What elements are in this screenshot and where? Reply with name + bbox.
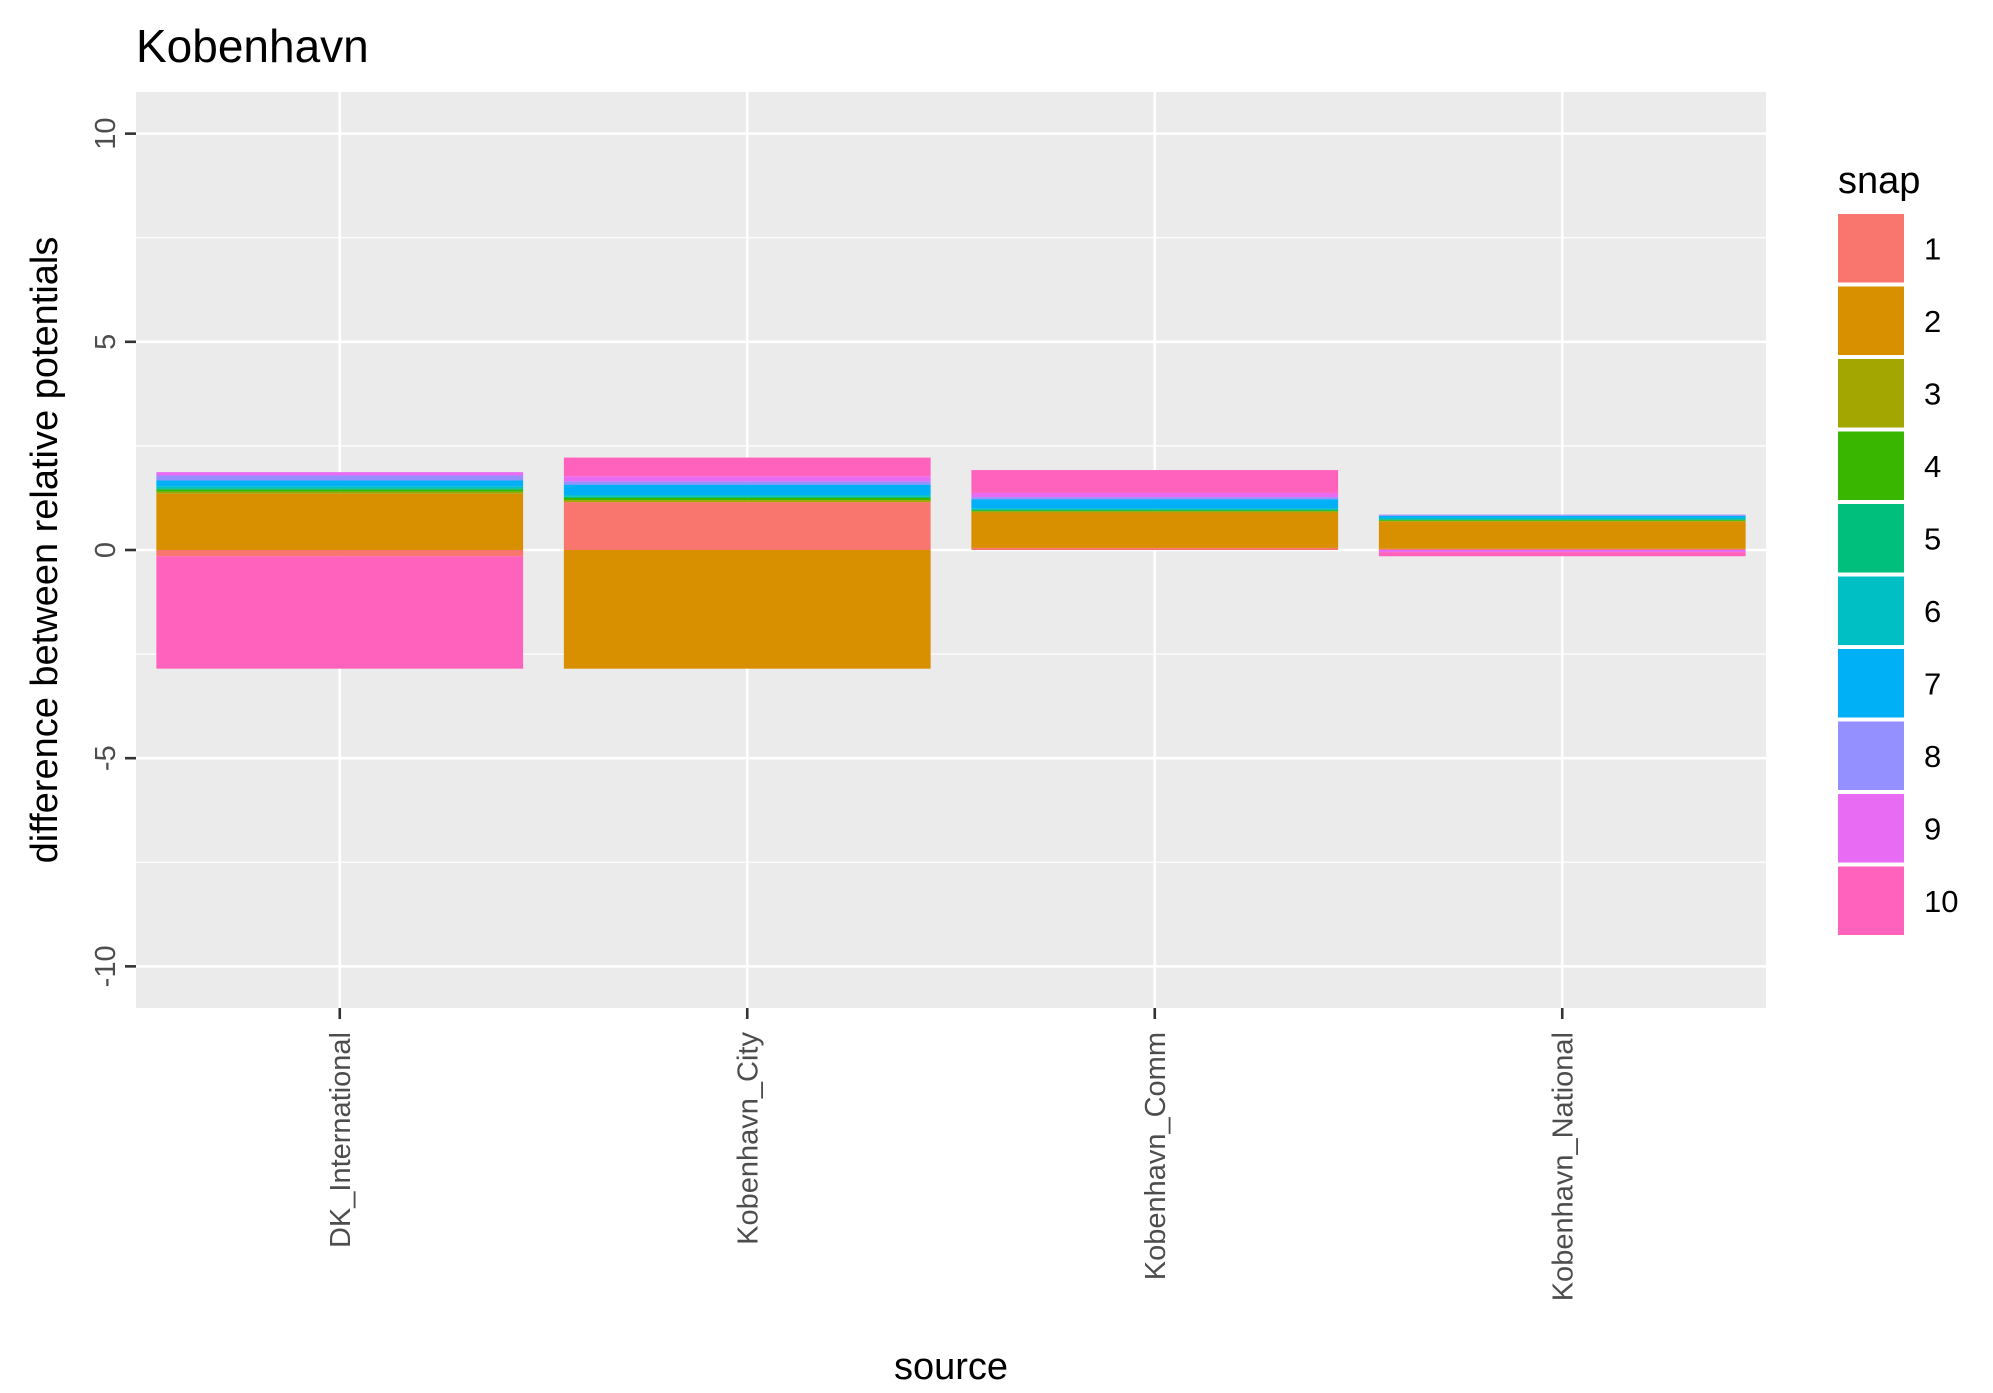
x-tick-label: Kobenhavn_Comm: [1140, 1032, 1172, 1280]
bar-segment-Kobenhavn_National-snap-3: [1378, 520, 1746, 522]
legend-key-6: [1838, 576, 1904, 645]
bar-segment-Kobenhavn_City-snap-1: [563, 502, 931, 550]
legend-key-5: [1838, 504, 1904, 573]
bar-segment-Kobenhavn_City-snap-10: [563, 457, 931, 477]
bar-segment-Kobenhavn_City-snap-2: [563, 550, 931, 669]
bar-segment-Kobenhavn_National-snap-5: [1378, 519, 1746, 521]
chart-title: Kobenhavn: [136, 20, 369, 72]
bar-segment-Kobenhavn_National-snap-4: [1378, 520, 1746, 521]
bar-segment-Kobenhavn_Comm-snap-1: [971, 547, 1339, 550]
bar-segment-DK_International-snap-8: [156, 475, 524, 481]
legend-key-7: [1838, 649, 1904, 718]
bar-segment-Kobenhavn_Comm-snap-4: [971, 510, 1339, 512]
bar-segment-Kobenhavn_City-snap-6: [563, 495, 931, 497]
legend-label-1: 1: [1924, 231, 1941, 266]
legend-label-6: 6: [1924, 594, 1941, 629]
y-tick-label: 5: [90, 334, 122, 350]
bar-segment-Kobenhavn_Comm-snap-6: [971, 508, 1339, 510]
legend-label-2: 2: [1924, 304, 1941, 339]
bar-segment-DK_International-snap-3: [156, 491, 524, 494]
bar-segment-Kobenhavn_City-snap-7: [563, 484, 931, 496]
bar-segment-DK_International-snap-4: [156, 489, 524, 492]
bar-segment-Kobenhavn_City-snap-5: [563, 496, 931, 498]
legend-label-3: 3: [1924, 376, 1941, 411]
bar-segment-Kobenhavn_Comm-snap-9: [971, 492, 1339, 498]
legend-key-8: [1838, 721, 1904, 790]
legend-label-9: 9: [1924, 811, 1941, 846]
bar-segment-Kobenhavn_Comm-snap-3: [971, 511, 1339, 513]
y-tick-label: -5: [90, 745, 122, 771]
legend-label-10: 10: [1924, 884, 1958, 919]
bar-segment-DK_International-snap-9: [156, 472, 524, 476]
bars: [156, 457, 1746, 669]
bar-segment-DK_International-snap-2: [156, 493, 524, 550]
bar-segment-Kobenhavn_Comm-snap-10: [971, 470, 1339, 493]
bar-segment-DK_International-snap-10: [156, 556, 524, 669]
y-axis-title: difference between relative potentials: [24, 237, 66, 864]
bar-segment-DK_International-snap-6: [156, 486, 524, 489]
bar-segment-Kobenhavn_City-snap-4: [563, 497, 931, 501]
bar-segment-Kobenhavn_National-snap-2: [1378, 521, 1746, 549]
y-tick-label: 0: [90, 542, 122, 558]
bar-segment-Kobenhavn_National-snap-7: [1378, 515, 1746, 518]
x-tick-label: Kobenhavn_National: [1547, 1032, 1579, 1301]
x-axis-title: source: [894, 1346, 1008, 1388]
bar-segment-Kobenhavn_Comm-snap-5: [971, 509, 1339, 511]
legend: snap 1 2 3 4 5 6 7 8 9 10: [1838, 160, 1958, 935]
legend-label-8: 8: [1924, 739, 1941, 774]
legend-key-2: [1838, 286, 1904, 355]
bar-segment-Kobenhavn_Comm-snap-2: [971, 512, 1339, 548]
bar-segment-Kobenhavn_National-snap-1: [1378, 548, 1746, 550]
bar-segment-Kobenhavn_City-snap-9: [563, 476, 931, 482]
bar-segment-Kobenhavn_National-snap-8: [1378, 514, 1746, 516]
bar-segment-Kobenhavn_City-snap-8: [563, 481, 931, 485]
bar-segment-Kobenhavn_City-snap-3: [563, 500, 931, 503]
y-tick-label: 10: [90, 118, 122, 150]
legend-label-7: 7: [1924, 666, 1941, 701]
x-tick-label: DK_International: [325, 1032, 357, 1248]
bar-segment-Kobenhavn_National-snap-9: [1378, 550, 1746, 553]
bar-segment-DK_International-snap-7: [156, 480, 524, 487]
legend-key-3: [1838, 359, 1904, 428]
legend-key-9: [1838, 794, 1904, 863]
bar-segment-Kobenhavn_National-snap-10: [1378, 552, 1746, 557]
legend-label-5: 5: [1924, 521, 1941, 556]
legend-key-1: [1838, 214, 1904, 283]
bar-segment-DK_International-snap-1: [156, 550, 524, 557]
bar-segment-Kobenhavn_National-snap-6: [1378, 517, 1746, 520]
x-tick-label: Kobenhavn_City: [732, 1032, 764, 1245]
y-axis: -10 -5 0 5 10: [90, 118, 136, 987]
y-tick-label: -10: [90, 945, 122, 987]
bar-segment-Kobenhavn_Comm-snap-7: [971, 499, 1339, 509]
bar-segment-Kobenhavn_Comm-snap-8: [971, 497, 1339, 500]
bar-segment-DK_International-snap-5: [156, 488, 524, 490]
legend-key-4: [1838, 431, 1904, 500]
legend-title: snap: [1838, 160, 1920, 202]
legend-label-4: 4: [1924, 449, 1941, 484]
x-axis: DK_International Kobenhavn_City Kobenhavn_…: [325, 1008, 1579, 1301]
legend-key-10: [1838, 866, 1904, 935]
